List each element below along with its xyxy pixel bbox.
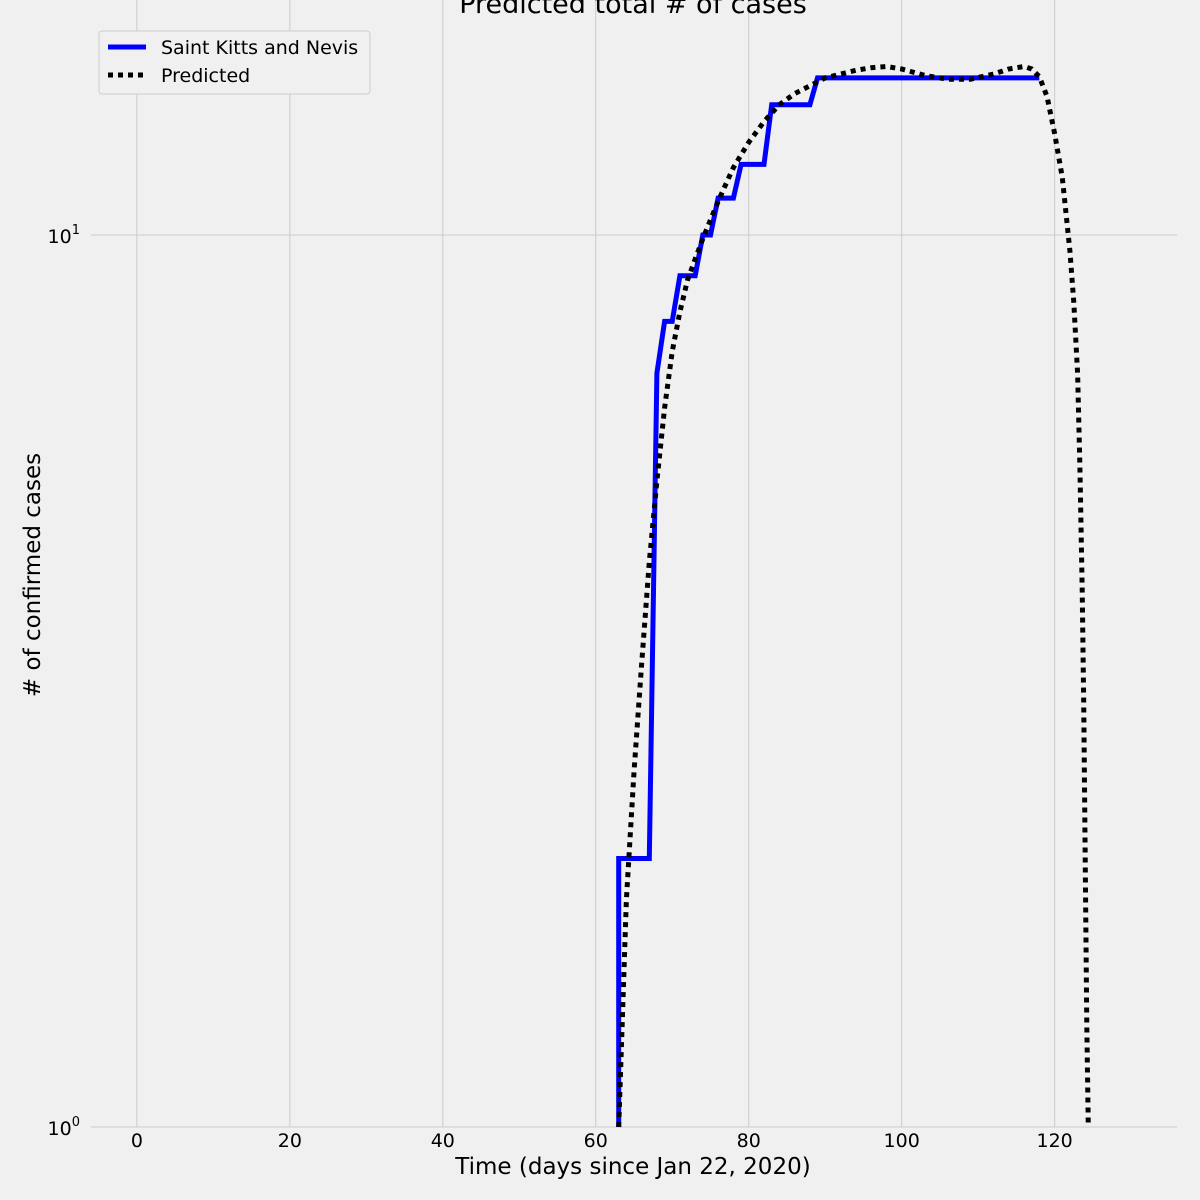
x-tick-label-100: 100 (884, 1130, 920, 1152)
legend-box (98, 30, 371, 95)
x-tick-label-60: 60 (584, 1130, 608, 1152)
x-axis-label: Time (days since Jan 22, 2020) (454, 1154, 810, 1180)
tick-labels: 0 20 40 60 80 100 120 100 101 (48, 223, 1073, 1152)
x-tick-label-20: 20 (278, 1130, 302, 1152)
x-tick-label-40: 40 (431, 1130, 455, 1152)
x-tick-label-120: 120 (1037, 1130, 1073, 1152)
legend: Saint Kitts and Nevis Predicted (98, 30, 371, 95)
y-tick-label-1: 100 (48, 1115, 80, 1140)
series-lines (616, 63, 1091, 1128)
series-line-saint-kitts-and-nevis (616, 75, 1040, 1127)
legend-label-predicted: Predicted (161, 65, 250, 87)
x-tick-label-80: 80 (737, 1130, 761, 1152)
y-axis-label: # of confirmed cases (20, 453, 46, 697)
y-tick-label-10: 101 (48, 223, 80, 248)
chart-title: Predicted total # of cases (459, 0, 807, 20)
grid-lines (91, 0, 1177, 1128)
series-line-predicted (616, 63, 1091, 1128)
x-tick-label-0: 0 (131, 1130, 143, 1152)
legend-label-saint-kitts-and-nevis: Saint Kitts and Nevis (161, 37, 358, 59)
